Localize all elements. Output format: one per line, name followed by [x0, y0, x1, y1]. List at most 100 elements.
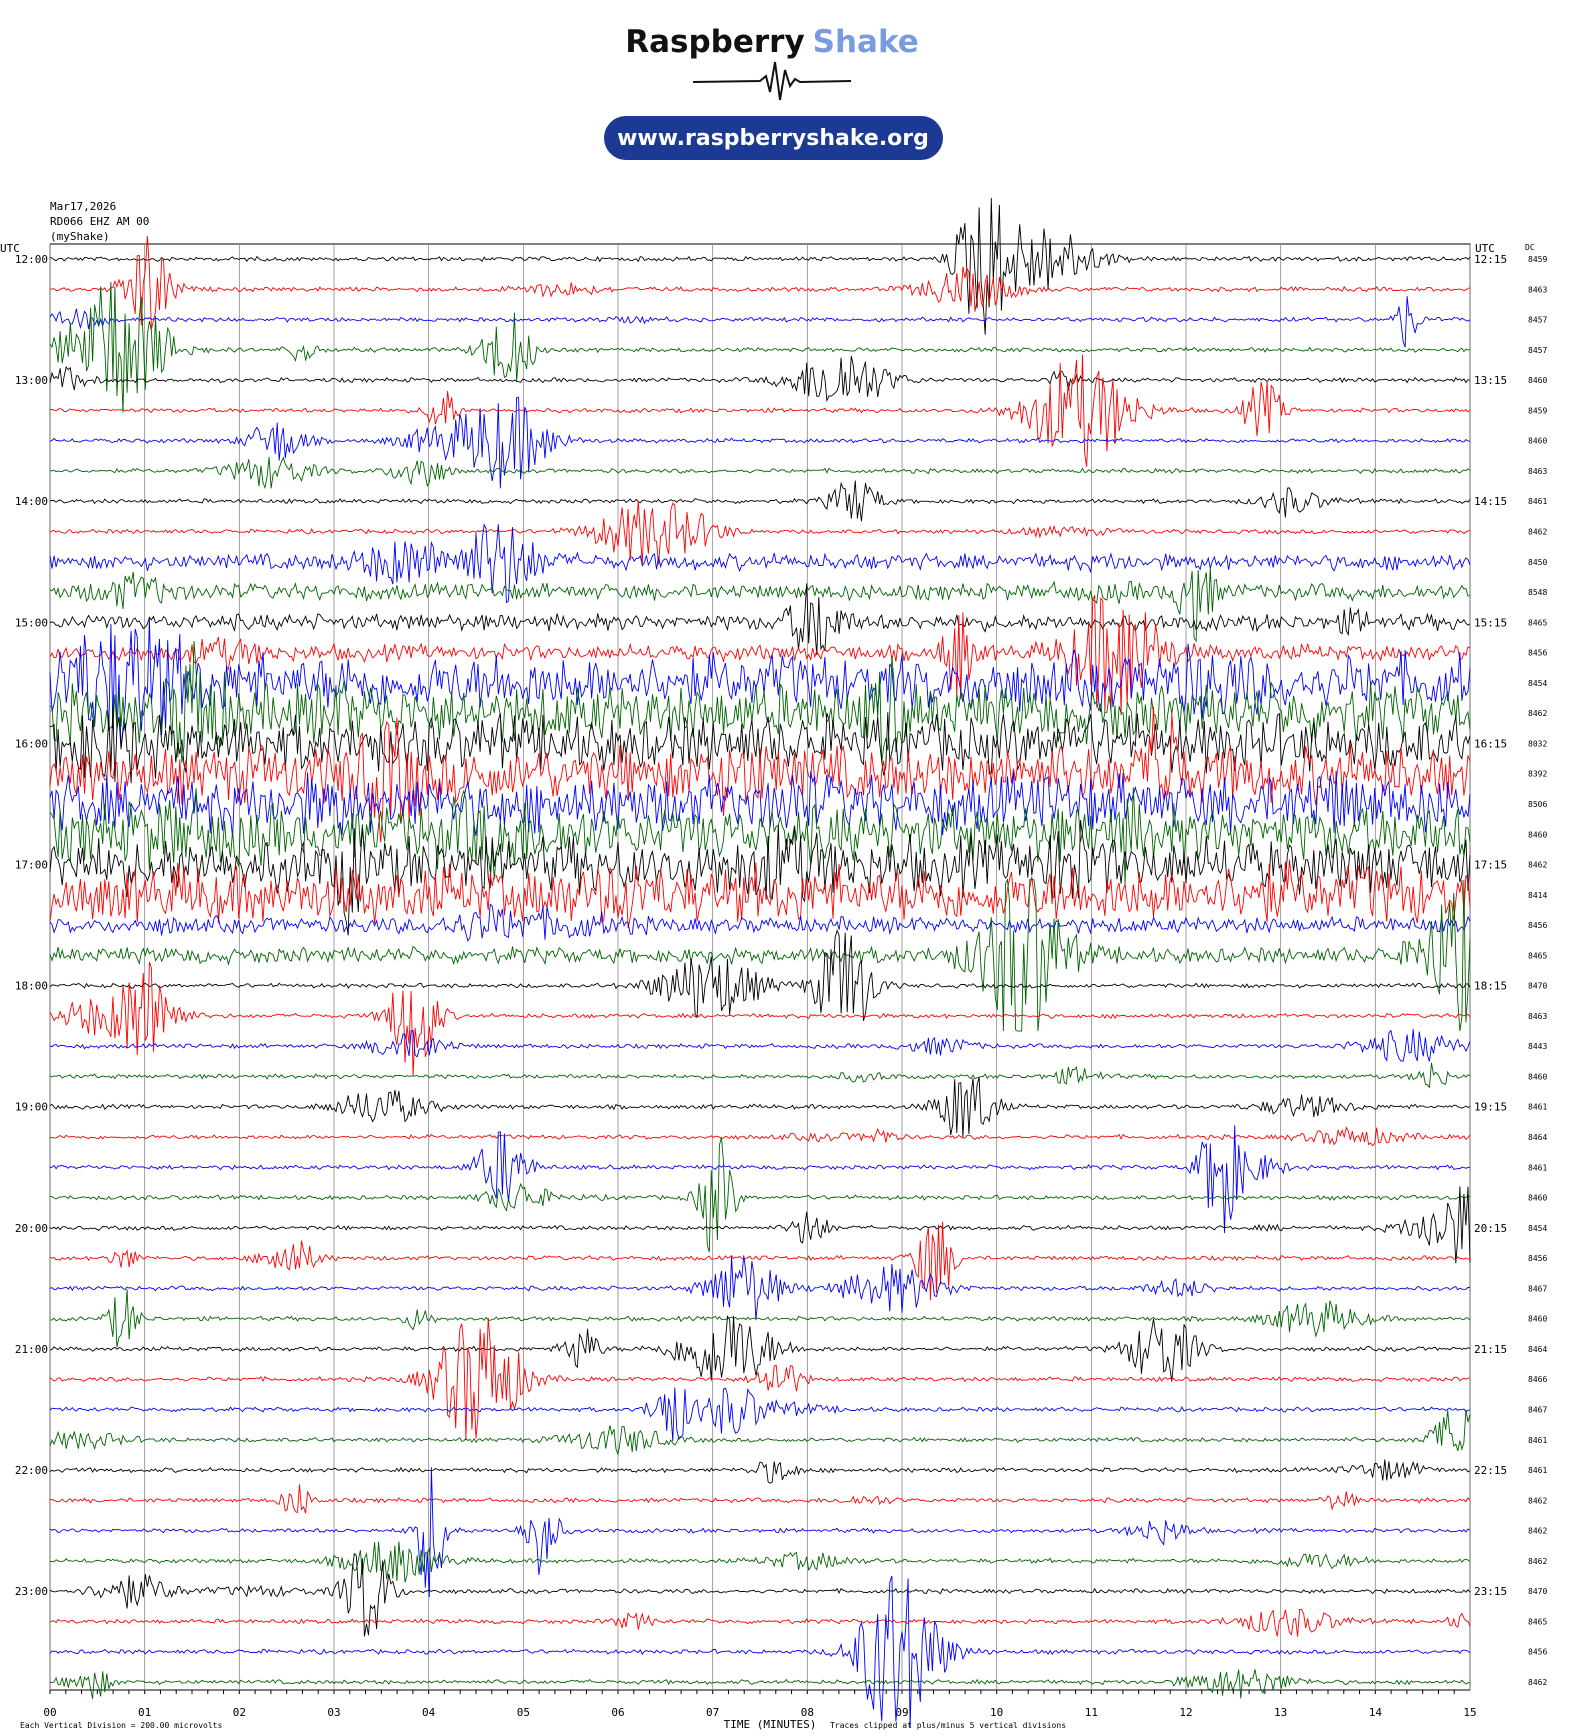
url-pill[interactable] — [604, 116, 943, 160]
x-tick-label: 13 — [1274, 1706, 1287, 1719]
trace — [49, 1289, 1471, 1348]
dc-value: 8454 — [1528, 1224, 1547, 1233]
x-axis-title: TIME (MINUTES) — [724, 1718, 817, 1731]
dc-value: 8506 — [1528, 800, 1547, 809]
dc-value: 8454 — [1528, 679, 1547, 688]
dc-value: 8470 — [1528, 982, 1547, 991]
trace — [50, 640, 1471, 763]
trace — [49, 1029, 1471, 1062]
x-tick-label: 08 — [801, 1706, 814, 1719]
trace — [49, 1315, 1471, 1382]
trace — [49, 1552, 1471, 1637]
brand-first: Raspberry — [625, 24, 804, 60]
dc-value: 8460 — [1528, 1194, 1547, 1203]
dc-value: 8463 — [1528, 467, 1547, 476]
dc-value: 8460 — [1528, 830, 1547, 839]
dc-value: 8462 — [1528, 527, 1547, 536]
trace — [49, 480, 1471, 522]
x-tick-label: 00 — [43, 1706, 56, 1719]
dc-value: 8450 — [1528, 558, 1547, 567]
dc-value: 8461 — [1528, 1163, 1547, 1172]
trace — [49, 1409, 1471, 1457]
trace — [49, 706, 1471, 843]
trace — [49, 354, 1471, 467]
brand-second: Shake — [813, 24, 919, 60]
x-tick-label: 01 — [138, 1706, 151, 1719]
left-time-label: 16:00 — [15, 737, 48, 750]
trace — [49, 523, 1471, 604]
dc-value: 8414 — [1528, 891, 1547, 900]
trace — [49, 1255, 1471, 1321]
right-time-label: 19:15 — [1474, 1101, 1507, 1114]
trace — [49, 962, 1471, 1077]
trace — [49, 594, 1471, 716]
trace — [49, 1541, 1471, 1583]
trace — [49, 787, 1471, 886]
left-time-label: 17:00 — [15, 859, 48, 872]
trace — [49, 1125, 1471, 1234]
dc-value: 8467 — [1528, 1284, 1547, 1293]
trace — [49, 235, 1471, 330]
right-axis-title: UTC — [1475, 242, 1495, 255]
trace — [49, 1126, 1471, 1147]
dc-value: 8467 — [1528, 1406, 1547, 1415]
dc-value: 8470 — [1528, 1587, 1547, 1596]
x-tick-label: 14 — [1369, 1706, 1383, 1719]
trace — [49, 500, 1471, 565]
plot: 00 01 02 03 04 05 06 07 08 09 10 11 12 13 14 15 UTC UTC DC… — [0, 197, 1547, 1731]
left-time-label: 21:00 — [15, 1343, 48, 1356]
dc-value: 8462 — [1528, 1557, 1547, 1566]
trace — [49, 1221, 1471, 1301]
dc-value: 8464 — [1528, 1133, 1547, 1142]
dc-value: 8456 — [1528, 649, 1547, 658]
dc-value: 8463 — [1528, 1012, 1547, 1021]
trace — [49, 1317, 1471, 1441]
left-time-label: 15:00 — [15, 616, 48, 629]
right-time-label: 20:15 — [1474, 1222, 1507, 1235]
source: (myShake) — [50, 230, 110, 243]
dc-value: 8457 — [1528, 346, 1547, 355]
logo-wave — [692, 61, 852, 101]
dc-value: 8460 — [1528, 437, 1547, 446]
x-tick-label: 06 — [611, 1706, 624, 1719]
trace — [49, 878, 1471, 1032]
dc-value: 8456 — [1528, 921, 1547, 930]
right-time-label: 23:15 — [1474, 1585, 1507, 1598]
dc-value: 8460 — [1528, 1315, 1547, 1324]
right-time-label: 21:15 — [1474, 1343, 1507, 1356]
brand: Raspberry Shake — [625, 24, 919, 60]
x-tick-label: 07 — [706, 1706, 719, 1719]
dc-title: DC — [1525, 243, 1535, 252]
url[interactable]: www.raspberryshake.org — [617, 126, 929, 151]
dc-value: 8463 — [1528, 285, 1547, 294]
x-tick-label: 12 — [1179, 1706, 1192, 1719]
trace — [49, 396, 1471, 489]
trace — [49, 859, 1471, 929]
x-tick-label: 11 — [1085, 1706, 1098, 1719]
plot-frame — [49, 243, 1471, 1691]
right-time-label: 16:15 — [1474, 737, 1507, 750]
x-tick-label: 04 — [422, 1706, 436, 1719]
trace — [49, 1387, 1471, 1442]
trace — [49, 456, 1471, 490]
dc-value: 8462 — [1528, 1678, 1547, 1687]
left-time-label: 23:00 — [15, 1585, 48, 1598]
trace — [49, 1575, 1471, 1728]
trace — [49, 355, 1471, 403]
x-tick-label: 03 — [327, 1706, 340, 1719]
trace — [49, 618, 1471, 750]
trace — [49, 1459, 1471, 1484]
trace — [49, 903, 1471, 942]
trace — [50, 1137, 1471, 1253]
dc-value: 8459 — [1528, 255, 1547, 264]
dc-value: 8466 — [1528, 1375, 1547, 1384]
dc-value: 8462 — [1528, 1527, 1547, 1536]
dc-value: 8456 — [1528, 1254, 1547, 1263]
right-time-label: 22:15 — [1474, 1464, 1507, 1477]
trace — [49, 819, 1471, 936]
right-time-label: 18:15 — [1474, 980, 1507, 993]
dc-value: 8465 — [1528, 618, 1547, 627]
dc-value: 8443 — [1528, 1042, 1547, 1051]
dc-value: 8548 — [1528, 588, 1547, 597]
